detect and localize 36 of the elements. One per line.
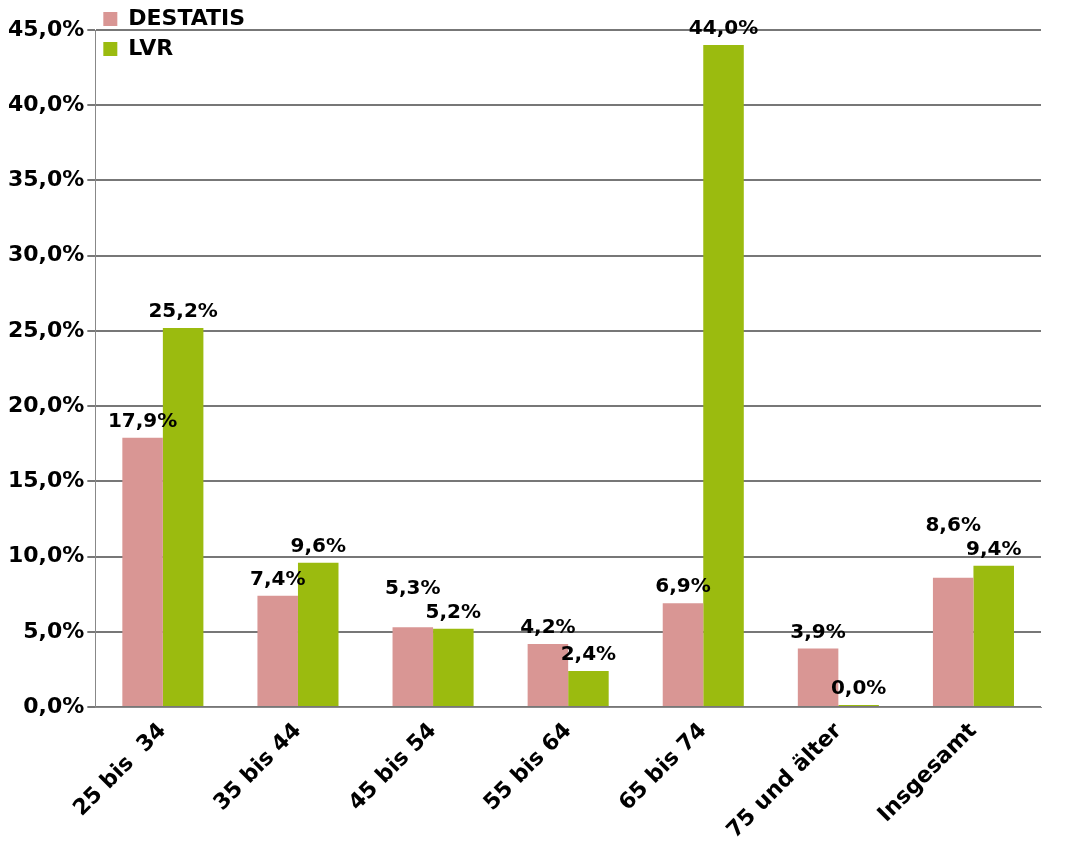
- y-tick-label: 25,0%: [8, 316, 85, 342]
- y-tick-label: 45,0%: [8, 15, 85, 41]
- x-tick-label: 25 bis 34: [67, 717, 171, 821]
- legend-label: LVR: [128, 34, 174, 60]
- data-label: 3,9%: [790, 618, 846, 643]
- data-label: 5,3%: [385, 575, 441, 600]
- y-tick-label: 30,0%: [8, 241, 85, 267]
- x-tick-label: 45 bis 54: [343, 717, 441, 815]
- bar: [122, 437, 163, 707]
- bar: [392, 627, 434, 707]
- y-tick-label: 15,0%: [8, 467, 85, 493]
- bar: [932, 577, 974, 707]
- data-label: 8,6%: [925, 511, 981, 536]
- bar: [662, 603, 704, 707]
- data-label: 9,6%: [290, 532, 346, 557]
- bar: [433, 628, 474, 707]
- y-tick-label: 5,0%: [23, 617, 85, 643]
- bar: [973, 565, 1014, 707]
- bar: [568, 670, 609, 707]
- y-tick-label: 0,0%: [23, 692, 85, 718]
- x-tick-label: 55 bis 64: [478, 717, 576, 815]
- data-label: 44,0%: [688, 15, 759, 40]
- data-label: 9,4%: [965, 535, 1022, 560]
- data-label: 25,2%: [148, 298, 218, 323]
- bar: [257, 595, 298, 707]
- x-tick-label: 35 bis 44: [208, 717, 306, 815]
- data-label: 4,2%: [520, 614, 576, 639]
- y-tick-label: 40,0%: [8, 90, 85, 116]
- y-tick-label: 35,0%: [8, 166, 85, 192]
- legend-label: DESTATIS: [128, 4, 246, 30]
- y-tick-label: 10,0%: [8, 542, 85, 568]
- x-tick-label: 65 bis 74: [613, 717, 711, 815]
- data-label: 2,4%: [560, 641, 617, 666]
- data-label: 5,2%: [425, 599, 482, 624]
- y-tick-label: 20,0%: [8, 391, 85, 417]
- data-label: 0,0%: [830, 675, 887, 700]
